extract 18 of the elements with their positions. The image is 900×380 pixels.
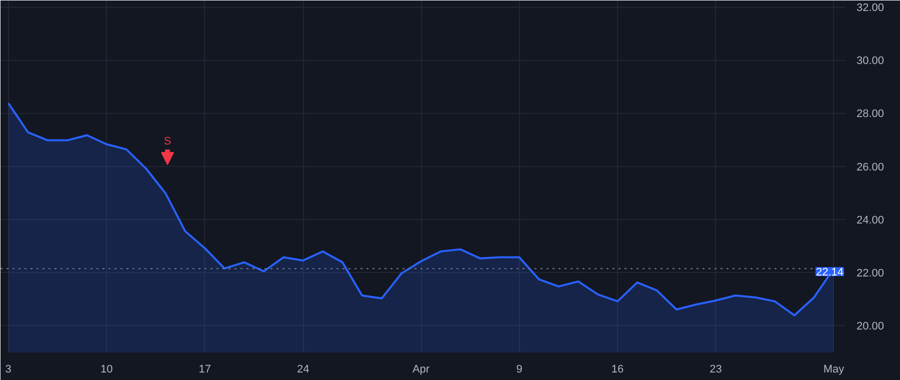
x-tick-label: 17 — [198, 364, 212, 376]
y-tick-label: 30.00 — [856, 55, 884, 68]
y-tick-label: 20.00 — [856, 320, 884, 332]
x-tick-label: 23 — [710, 364, 722, 376]
ref-line-label: 22.14 — [816, 266, 844, 279]
x-tick-label: 3 — [5, 364, 12, 376]
x-tick-label: 24 — [297, 364, 310, 376]
x-tick-label: May — [823, 364, 845, 376]
x-tick-label: 16 — [611, 364, 624, 376]
x-tick-label: 9 — [516, 364, 522, 376]
y-tick-label: 22.00 — [856, 267, 884, 280]
x-tick-label: 10 — [100, 364, 113, 376]
y-tick-label: 32.00 — [856, 2, 884, 14]
y-tick-label: 28.00 — [856, 108, 884, 120]
annotation: S — [164, 136, 172, 148]
x-tick-label: Apr — [412, 364, 430, 376]
y-tick-label: 24.00 — [856, 214, 884, 226]
y-tick-label: 26.00 — [856, 161, 884, 174]
